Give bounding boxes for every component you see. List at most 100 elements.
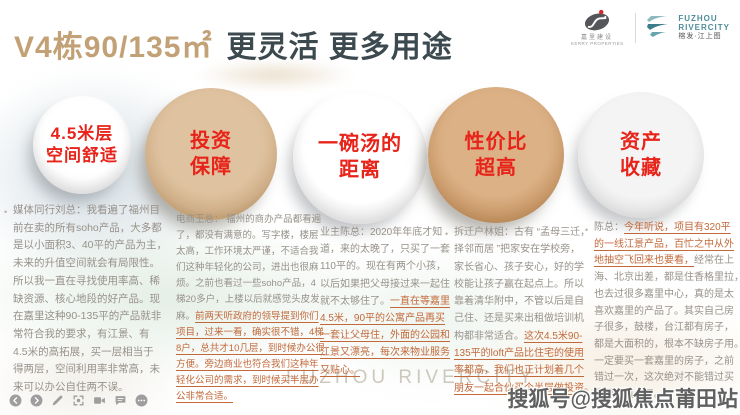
body-text: 4.5米的高拓展，买一层相当于: [13, 345, 154, 358]
highlighted-text: 地抽空飞回来也要看，: [594, 255, 694, 267]
testimonial-line: 己住、还是买来出租做培训机: [454, 310, 584, 327]
testimonial-column-1: • 媒体同行刘总：我看遍了福州目 前在卖的所有soho产品，大多都 是以小面积3、40…: [4, 202, 167, 397]
highlighted-text: 这次4.5米90-: [524, 330, 583, 342]
bullet-icon: •: [4, 207, 8, 217]
testimonial-column-5: • 陈总：今年听说，项目有320平 的一线江景产品，百忙之中从外 地抽空飞回来也要看，…: [585, 220, 740, 404]
testimonial-line: 在嘉里这种90-135平的产品就非: [13, 308, 165, 326]
testimonial-line: 喜欢嘉里的产品了。其实自己房: [594, 304, 734, 321]
body-text: 一定要买一套嘉里的房子，之前: [594, 355, 734, 367]
bullet-icon: •: [585, 225, 589, 235]
body-text: 了，都没有满意的。写字楼，楼层: [176, 230, 319, 242]
title-rest: 更灵活 更多用途: [226, 31, 453, 64]
testimonial-line: 一套让父母住，外面的公园和: [320, 327, 450, 344]
testimonial-line: 择邻而居 ”把家安在学校旁，: [454, 241, 582, 258]
body-text: 嘉里的机会了。: [594, 389, 664, 401]
testimonial-line: 梯20多户，上楼以后就感觉头皮发: [176, 292, 320, 308]
testimonial-line: 都是大面积的，根本不缺房子用。: [594, 337, 740, 354]
body-text: 电商王总： 福州的商办产品都看遍: [176, 214, 322, 225]
testimonial-column-2: 电商王总： 福州的商办产品都看遍 了，都没有满意的。写字楼，楼层 太高，工作环境太严…: [176, 212, 325, 405]
body-text: 缺资源、核心地段的好产品。现: [13, 292, 160, 305]
testimonial-line: 项目，过来一看，确实很不错，4梯: [176, 325, 324, 341]
body-text: 家长省心、孩子安心，好的学: [454, 261, 584, 273]
title-highlight: V4栋90/135㎡: [14, 31, 213, 64]
testimonial-line: 朋友一起合伙买个半层做投资。: [454, 380, 594, 397]
body-text: 道，来的太晚了，只买了一套: [320, 244, 450, 256]
highlighted-text: 前两天听政府的领导提到你们: [195, 310, 319, 322]
highlighted-text: 8户，总共才10几层，到时候办公很: [176, 342, 325, 354]
rivercity-logo-icon: [647, 15, 669, 37]
body-text: 业主陈总：2020年年底才知: [320, 227, 443, 238]
body-text: 经常在上: [694, 255, 734, 267]
testimonial-line: 家长省心、孩子安心，好的学: [454, 259, 584, 276]
body-text: 媒体同行刘总：我看遍了福州目: [13, 204, 160, 216]
testimonial-line: 率都高，我们也正计划着几个: [454, 362, 584, 379]
body-text: 校能让孩子赢在起点上。所以: [454, 278, 584, 290]
body-text: 所以我一直在寻找使用率高、稀: [13, 274, 160, 287]
testimonial-line: 4.5米，90平的公寓产品再买: [320, 310, 446, 327]
testimonial-line: 公非常合适。: [176, 389, 304, 405]
rivercity-logo-text: FUZHOU RIVERCITY 榕发·江上图: [678, 14, 730, 41]
rivercity-logo: FUZHOU RIVERCITY 榕发·江上图: [645, 13, 730, 43]
highlighted-text: 一套让父母住，外面的公园和: [320, 330, 450, 342]
body-text: 子很多，鼓楼，台江都有房子，: [594, 322, 734, 334]
testimonial-line: 4.5米的高拓展，买一层相当于: [13, 344, 165, 362]
edit-icon[interactable]: [50, 393, 64, 407]
testimonial-line: 业主陈总：2020年年底才知: [320, 224, 444, 241]
highlighted-text: 135平的loft产品比住宅的使用: [454, 348, 585, 360]
viewer-toolbar: [8, 393, 148, 407]
testimonial-line: 前在卖的所有soho产品，大多都: [13, 220, 165, 238]
testimonial-line: 子很多，鼓楼，台江都有房子，: [594, 320, 734, 337]
testimonial-line: 方便。旁边商业也符合我们这种年: [176, 357, 319, 373]
body-text: 太高，工作环境太严谨，不适合我: [176, 246, 319, 258]
testimonial-line: 拆迁户林姐：古有 “孟母三迁，: [454, 224, 590, 241]
body-text: 就不太够住了。: [320, 295, 390, 307]
plate-label: 性价比 超高: [464, 131, 528, 179]
highlighted-text: 项目，过来一看，确实很不错，4梯: [176, 326, 324, 338]
testimonial-line: 们这种年轻化的公司，进出也很麻: [176, 260, 319, 276]
forward-icon[interactable]: [29, 393, 43, 407]
testimonial-line: 也去过很多嘉里中心，真的是太: [594, 287, 734, 304]
body-text: 错过一次，这次绝对不能错过买: [594, 372, 734, 384]
kerry-properties-logo: 嘉里建设 KERRY PROPERTIES: [568, 8, 627, 47]
testimonial-line: 135平的loft产品比住宅的使用: [454, 345, 585, 362]
brand-logos: 嘉里建设 KERRY PROPERTIES FUZHOU RIVERCITY 榕…: [568, 8, 730, 47]
body-text: 靠着清华附中，不管以后是自: [454, 296, 584, 308]
testimonial-line: 的一线江景产品，百忙之中从外: [594, 237, 734, 254]
screenshot-icon[interactable]: [71, 393, 85, 407]
plate-3: 一碗汤的 距离: [293, 90, 427, 224]
highlighted-text: 率都高，我们也正计划着几个: [454, 365, 584, 377]
comment-icon[interactable]: [113, 393, 127, 407]
body-text: 择邻而居 ”把家安在学校旁，: [454, 244, 581, 256]
testimonial-line: 以后如果把父母接过来一起住: [320, 276, 450, 293]
plate-label: 一碗汤的 距离: [318, 133, 402, 181]
body-text: 己住、还是买来出租做培训机: [454, 313, 584, 325]
testimonial-line: 8户，总共才10几层，到时候办公很: [176, 341, 325, 357]
testimonial-line: 媒体同行刘总：我看遍了福州目: [13, 202, 165, 220]
testimonial-line: 麻。前两天听政府的领导提到你们: [176, 309, 319, 325]
sohu-watermark: 搜狐号@搜狐焦点莆田站: [507, 388, 738, 411]
rivercity-line3: 榕发·江上图: [678, 33, 722, 41]
plate-label: 资产 收藏: [620, 131, 662, 179]
testimonial-line: 110平的。现在有两个小孩，: [320, 258, 446, 275]
body-text: 海、北京出差，都是住香格里拉，: [594, 272, 740, 284]
body-text: 未来的升值空间就会有局限性。: [13, 257, 160, 270]
testimonial-line: 江景又漂亮，每次来物业服务: [320, 344, 450, 361]
body-text: 喜欢嘉里的产品了。其实自己房: [594, 305, 734, 317]
testimonial-line: 所以我一直在寻找使用率高、稀: [13, 273, 165, 291]
body-text: 以后如果把父母接过来一起住: [320, 278, 450, 290]
more-icon[interactable]: [134, 393, 148, 407]
highlighted-text: 4.5米，90平的公寓产品再买: [320, 313, 446, 325]
body-text: 得两层，空间利用率非常高，未: [13, 363, 160, 376]
page-title: V4栋90/135㎡ 更灵活 更多用途: [14, 22, 453, 66]
body-text: 们这种年轻化的公司，进出也很麻: [176, 262, 319, 274]
testimonial-column-4: • 拆迁户林姐：古有 “孟母三迁， 择邻而居 ”把家安在学校旁， 家长省心、孩子安心，…: [445, 224, 594, 397]
highlighted-text: 的一线江景产品，百忙之中从外: [594, 238, 734, 250]
testimonial-line: 了，都没有满意的。写字楼，楼层: [176, 228, 319, 244]
video-icon[interactable]: [92, 393, 106, 407]
testimonial-line: 构都非常适合。这次4.5米90-: [454, 328, 582, 345]
testimonial-line: 得两层，空间利用率非常高，未: [13, 361, 165, 379]
back-icon[interactable]: [8, 393, 22, 407]
rivercity-line2: RIVERCITY: [678, 23, 730, 33]
highlighted-text: 朋友一起合伙买个半层做投资。: [454, 382, 594, 394]
